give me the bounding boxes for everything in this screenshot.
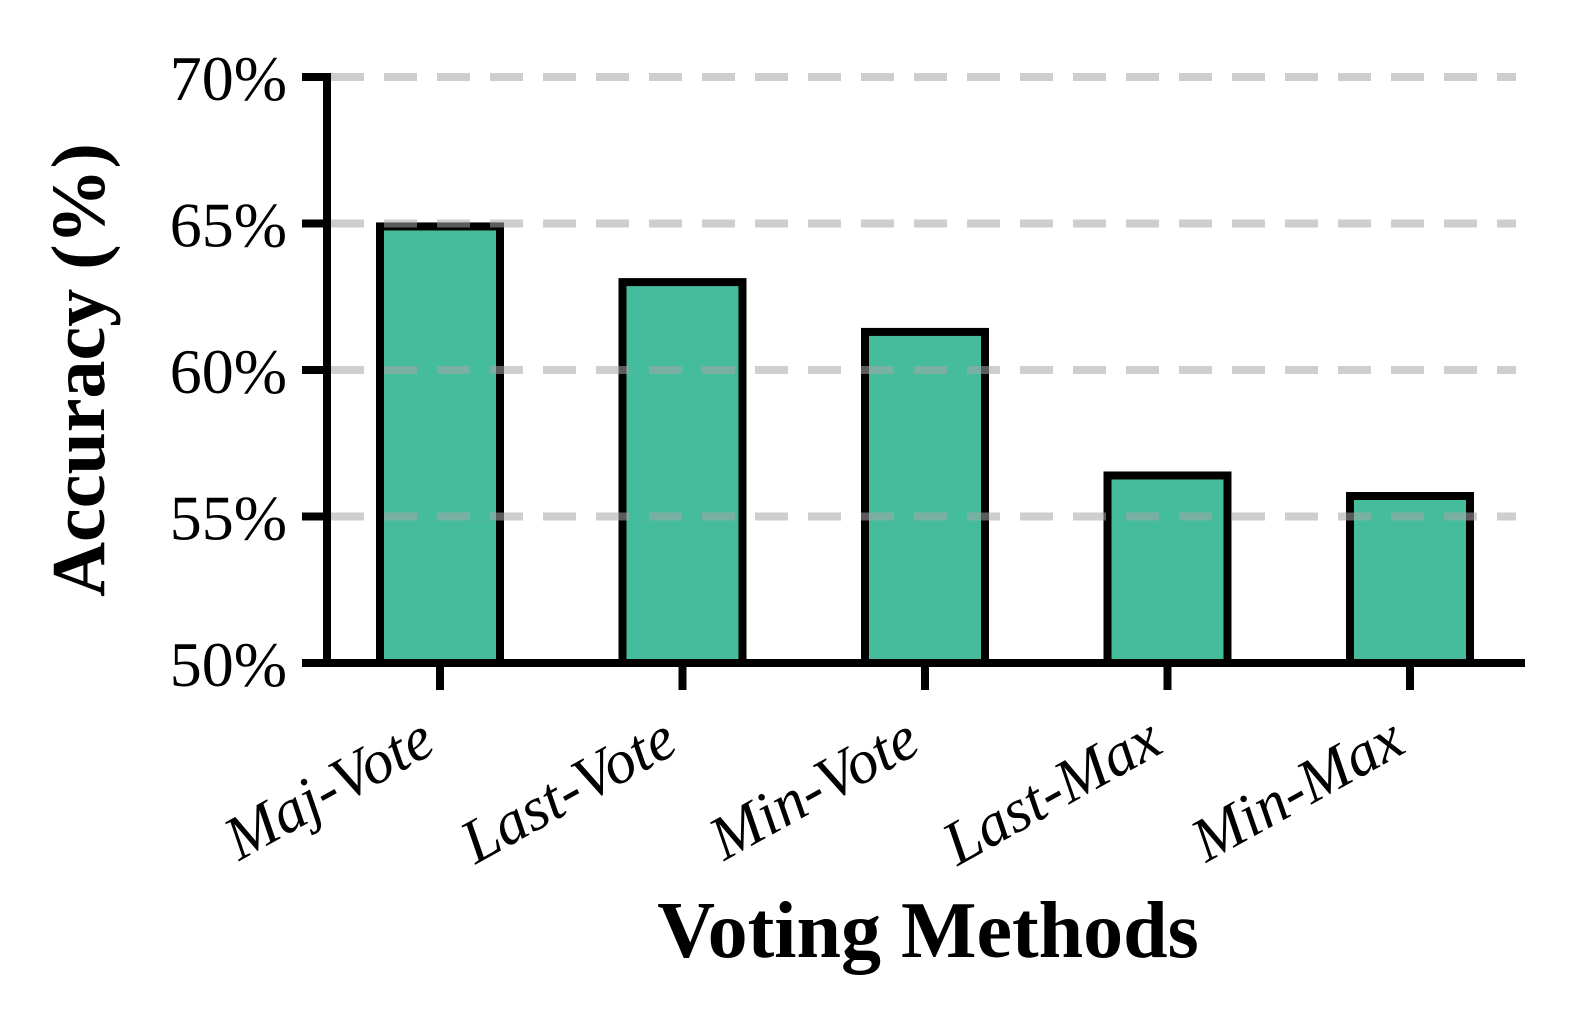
- x-tick-label-last-max: Last-Max: [931, 704, 1173, 879]
- bar-min-vote: [861, 327, 989, 667]
- bar-last-max: [1103, 471, 1232, 668]
- y-tick-label-60pct: 60%: [170, 336, 287, 407]
- bar-min-max: [1346, 491, 1474, 667]
- y-axis-title: Accuracy (%): [37, 143, 121, 597]
- y-tick-label-50pct: 50%: [170, 629, 287, 700]
- x-tick-label-min-vote: Min-Vote: [697, 704, 930, 874]
- x-tick-label-min-max: Min-Max: [1179, 704, 1415, 876]
- x-axis-title: Voting Methods: [657, 887, 1199, 975]
- y-tick-label-65pct: 65%: [170, 190, 287, 261]
- x-tick-label-maj-vote: Maj-Vote: [212, 704, 445, 874]
- bar-last-vote: [618, 278, 747, 667]
- y-tick-label-55pct: 55%: [170, 483, 287, 554]
- bar-maj-vote: [376, 222, 504, 667]
- x-tick-label-last-vote: Last-Vote: [449, 704, 688, 878]
- y-tick-label-70pct: 70%: [170, 43, 287, 114]
